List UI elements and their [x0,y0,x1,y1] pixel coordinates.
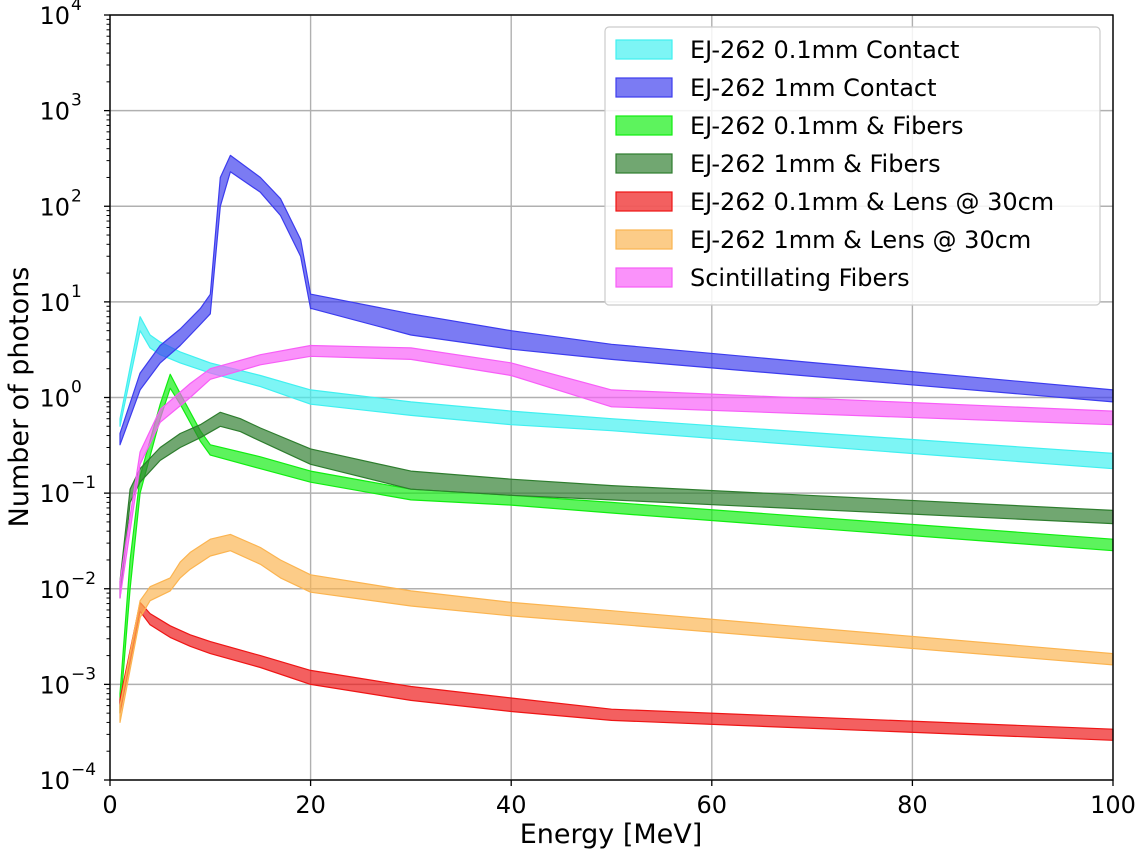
legend-entry-label: EJ-262 0.1mm & Lens @ 30cm [690,188,1054,216]
y-tick-label: 10 0 [39,378,81,413]
y-tick-label-base: 10 [39,576,70,604]
y-tick-label: 10 −4 [39,760,96,795]
x-tick-label: 60 [697,791,728,819]
x-tick-label: 0 [102,791,117,819]
y-tick-label-base: 10 [39,98,70,126]
y-tick-label: 10 3 [39,91,81,126]
y-tick-label-exponent: 1 [71,282,82,302]
y-tick-label: 10 −2 [39,569,96,604]
y-tick-label-exponent: 4 [71,0,82,15]
y-tick-label-exponent: 0 [71,378,82,398]
y-tick-label-exponent: 3 [71,91,82,111]
y-tick-label-base: 10 [39,767,70,795]
y-tick-label: 10 1 [39,282,81,317]
legend-swatch [615,191,673,212]
y-tick-label-base: 10 [39,671,70,699]
y-tick-label-base: 10 [39,385,70,413]
legend-entry-label: EJ-262 0.1mm Contact [690,36,959,64]
legend-swatch [615,229,673,250]
y-axis-label: Number of photons [4,267,35,528]
y-tick-label: 10 −3 [39,664,96,699]
y-tick-label-exponent: −3 [71,664,96,684]
y-tick-label: 10 −1 [39,473,96,508]
legend-swatch [615,153,673,174]
legend-entry-label: Scintillating Fibers [690,264,910,292]
legend-swatch [615,115,673,136]
x-tick-label: 80 [897,791,928,819]
y-tick-label-exponent: −4 [71,760,96,780]
x-axis-label: Energy [MeV] [520,819,703,850]
legend-swatch [615,77,673,98]
y-tick-label-exponent: 2 [71,186,82,206]
y-tick-label-exponent: −1 [71,473,96,493]
legend-entry-label: EJ-262 0.1mm & Fibers [690,112,963,140]
legend-swatch [615,39,673,60]
y-tick-label: 10 2 [39,186,81,221]
legend-entry-label: EJ-262 1mm & Lens @ 30cm [690,226,1031,254]
legend-entry-label: EJ-262 1mm & Fibers [690,150,941,178]
y-tick-label-exponent: −2 [71,569,96,589]
y-tick-label-base: 10 [39,480,70,508]
y-tick-label-base: 10 [39,2,70,30]
y-tick-label-base: 10 [39,289,70,317]
x-tick-label: 20 [295,791,326,819]
legend-box [604,26,1101,306]
y-tick-label-base: 10 [39,193,70,221]
legend-entry-label: EJ-262 1mm Contact [690,74,937,102]
legend-swatch [615,267,673,288]
x-tick-label: 100 [1090,791,1136,819]
legend: EJ-262 0.1mm Contact EJ-262 1mm Contact EJ… [604,26,1101,306]
x-tick-label: 40 [496,791,527,819]
y-tick-label: 10 4 [39,0,81,30]
